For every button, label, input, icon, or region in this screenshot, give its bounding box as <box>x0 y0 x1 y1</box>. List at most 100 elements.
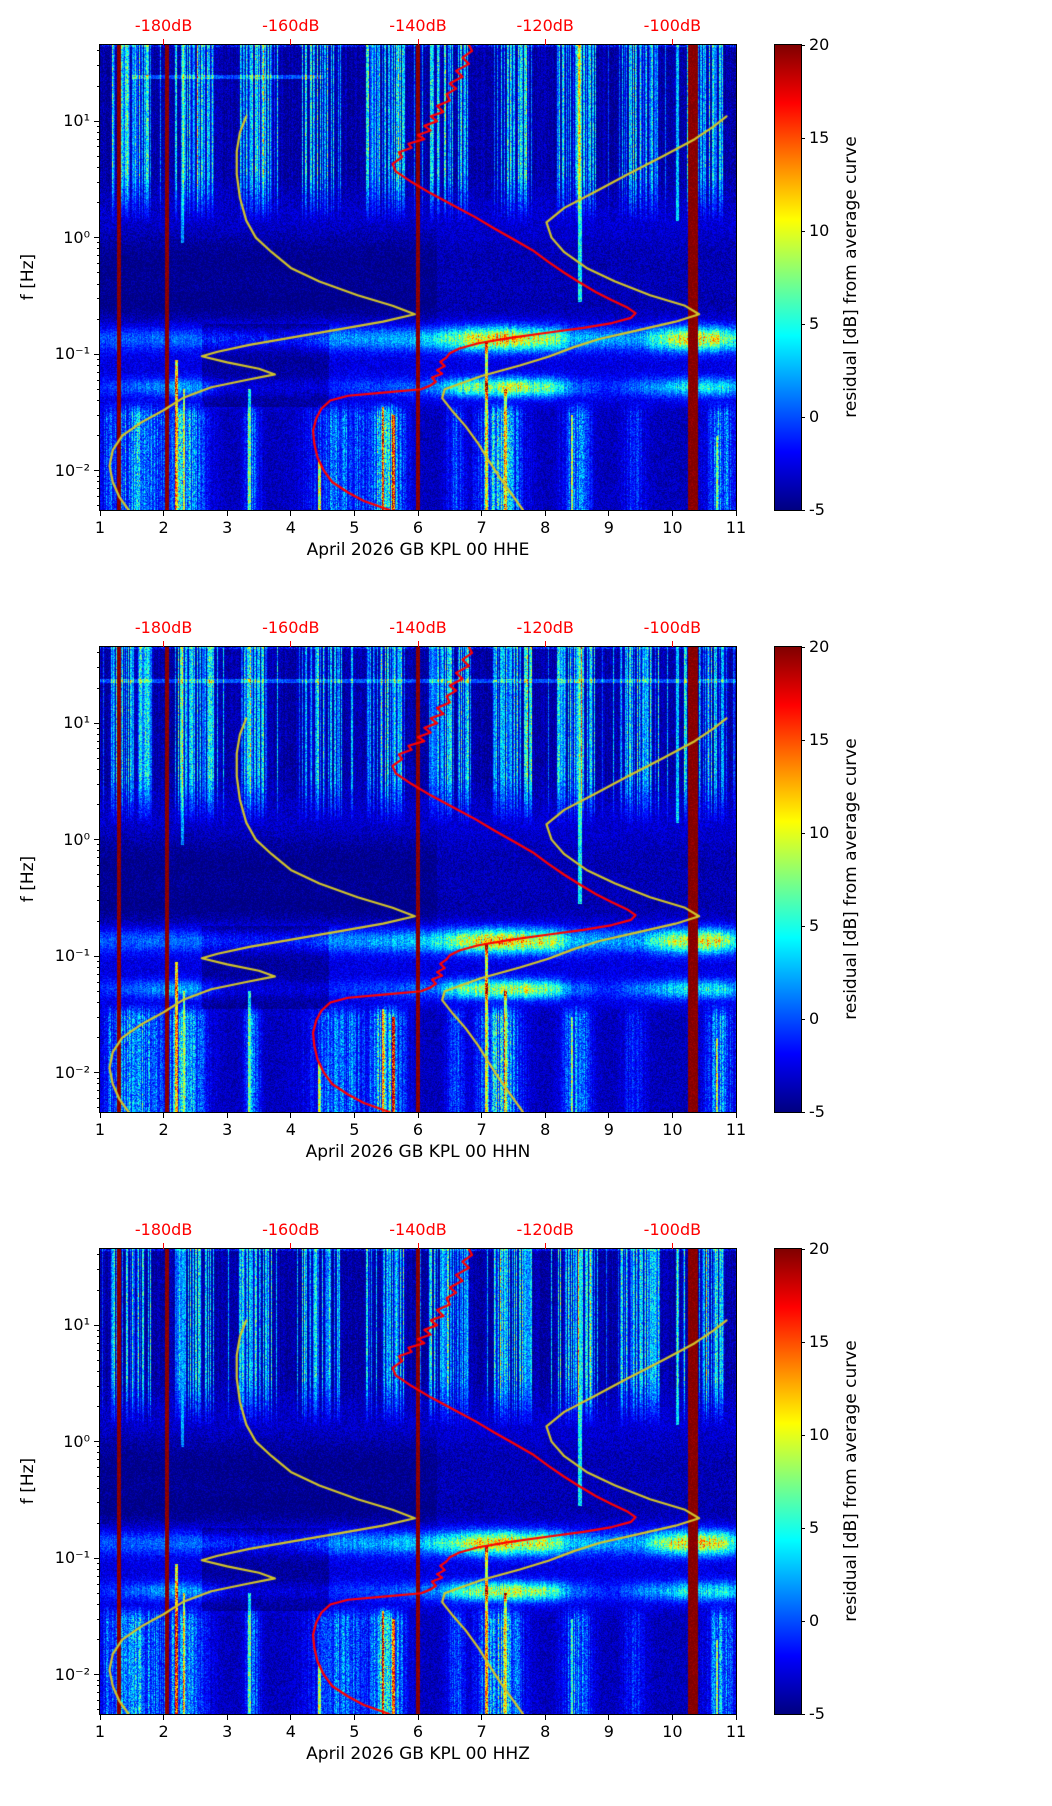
y-minor-tick <box>97 379 100 381</box>
y-minor-tick <box>97 1446 100 1448</box>
y-minor-tick <box>97 248 100 250</box>
y-minor-tick <box>97 262 100 264</box>
x-tick <box>226 1714 228 1720</box>
y-minor-tick <box>97 1002 100 1004</box>
y-minor-tick <box>97 1459 100 1461</box>
colorbar-hhe <box>774 44 802 511</box>
y-minor-tick <box>97 475 100 477</box>
colorbar-tick <box>801 323 805 325</box>
y-minor-tick <box>97 65 100 67</box>
colorbar-hhn <box>774 646 802 1113</box>
x-tick <box>481 510 483 516</box>
y-minor-tick <box>97 757 100 759</box>
y-tick <box>94 120 100 122</box>
y-minor-tick <box>97 667 100 669</box>
top-axis-tick <box>417 1243 419 1249</box>
y-minor-tick <box>97 981 100 983</box>
x-tick <box>481 1714 483 1720</box>
y-tick <box>94 1072 100 1074</box>
colorbar-tick <box>801 416 805 418</box>
y-tick-label: 10⁻² <box>54 1664 90 1684</box>
y-minor-tick <box>97 181 100 183</box>
colorbar-tick <box>801 1434 805 1436</box>
y-minor-tick <box>97 900 100 902</box>
panel-hhe: f [Hz] April 2026 GB KPL 00 HHE residual… <box>0 0 1052 602</box>
x-tick-label: 1 <box>94 1120 106 1139</box>
y-tick <box>94 237 100 239</box>
top-axis-tick <box>163 1243 165 1249</box>
x-tick <box>671 1112 673 1118</box>
y-minor-tick <box>97 1077 100 1079</box>
x-tick <box>417 1112 419 1118</box>
colorbar-tick <box>801 44 805 46</box>
colorbar-tick <box>801 1341 805 1343</box>
plot-area-hhn <box>99 646 737 1113</box>
top-axis-tick <box>544 1243 546 1249</box>
y-minor-tick <box>97 166 100 168</box>
y-tick-label: 10⁻¹ <box>54 1548 90 1568</box>
y-minor-tick <box>97 973 100 975</box>
top-axis-tick <box>671 641 673 647</box>
panel-hhn: f [Hz] April 2026 GB KPL 00 HHN residual… <box>0 602 1052 1204</box>
x-tick <box>290 1112 292 1118</box>
x-tick <box>290 1714 292 1720</box>
y-minor-tick <box>97 1685 100 1687</box>
colorbar-tick <box>801 739 805 741</box>
colorbar-tick-label: 20 <box>809 1239 830 1259</box>
x-tick <box>735 1714 737 1720</box>
x-tick <box>353 1714 355 1720</box>
y-minor-tick <box>97 146 100 148</box>
top-axis-tick <box>544 39 546 45</box>
x-tick-label: 11 <box>725 1120 747 1139</box>
y-minor-tick <box>97 1476 100 1478</box>
colorbar-hhz <box>774 1248 802 1715</box>
x-tick-label: 7 <box>476 1120 487 1139</box>
y-minor-tick <box>97 1452 100 1454</box>
y-tick-label: 10⁰ <box>63 829 90 849</box>
x-tick <box>544 510 546 516</box>
x-tick <box>608 1112 610 1118</box>
y-minor-tick <box>97 1575 100 1577</box>
y-minor-tick <box>97 1692 100 1694</box>
plot-area-hhe <box>99 44 737 511</box>
x-tick-label: 2 <box>158 1120 169 1139</box>
y-minor-tick <box>97 1269 100 1271</box>
y-minor-tick <box>97 920 100 922</box>
colorbar-tick <box>801 137 805 139</box>
x-tick <box>608 510 610 516</box>
y-minor-tick <box>97 1037 100 1039</box>
y-minor-tick <box>97 1385 100 1387</box>
y-minor-tick <box>97 961 100 962</box>
y-minor-tick <box>97 1604 100 1606</box>
y-minor-tick <box>97 1289 100 1291</box>
top-axis-tick <box>417 39 419 45</box>
x-tick <box>163 1112 165 1118</box>
x-tick <box>735 510 737 516</box>
y-minor-tick <box>97 733 100 735</box>
y-tick-label: 10⁻¹ <box>54 344 90 364</box>
colorbar-tick <box>801 1111 805 1113</box>
y-minor-tick <box>97 1709 100 1711</box>
y-minor-tick <box>97 652 100 654</box>
top-axis-tick <box>290 641 292 647</box>
y-tick <box>94 839 100 841</box>
top-db-label: -100dB <box>643 16 702 35</box>
colorbar-tick-label: -5 <box>809 500 825 520</box>
colorbar-tick <box>801 832 805 834</box>
y-tick-label: 10¹ <box>63 111 90 131</box>
colorbar-tick <box>801 646 805 648</box>
colorbar-label-hhn: residual [dB] from average curve <box>841 738 861 1020</box>
y-minor-tick <box>97 125 100 127</box>
y-minor-tick <box>97 359 100 360</box>
colorbar-tick-label: 5 <box>809 916 820 936</box>
colorbar-tick <box>801 1713 805 1715</box>
x-tick <box>671 510 673 516</box>
y-minor-tick <box>97 400 100 402</box>
y-minor-tick <box>97 1342 100 1344</box>
top-axis-tick <box>417 641 419 647</box>
colorbar-label-hhe: residual [dB] from average curve <box>841 136 861 418</box>
colorbar-tick-label: 0 <box>809 1611 820 1631</box>
x-tick-label: 10 <box>662 1722 683 1741</box>
x-tick <box>163 1714 165 1720</box>
top-db-label: -140dB <box>389 16 447 35</box>
